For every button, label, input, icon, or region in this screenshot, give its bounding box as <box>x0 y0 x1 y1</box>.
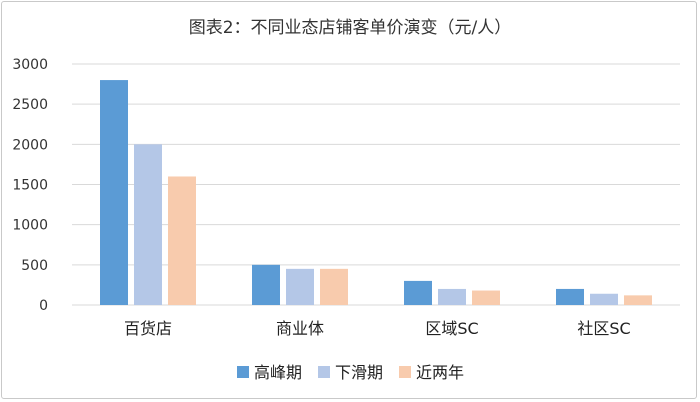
legend-label: 近两年 <box>416 363 464 382</box>
bar <box>320 268 348 305</box>
y-tick-label: 1000 <box>12 218 48 234</box>
y-tick-label: 3000 <box>12 57 48 73</box>
legend-swatch <box>318 366 330 378</box>
legend-label: 高峰期 <box>254 363 302 382</box>
bar <box>624 295 652 305</box>
bars <box>100 80 652 305</box>
x-tick-label: 商业体 <box>276 319 324 338</box>
legend-label: 下滑期 <box>335 363 383 382</box>
bar <box>252 264 280 305</box>
bar <box>556 288 584 305</box>
x-tick-label: 百货店 <box>124 319 172 338</box>
y-tick-label: 1500 <box>12 178 48 194</box>
bar <box>168 176 196 305</box>
y-tick-label: 0 <box>39 298 48 314</box>
bar <box>472 290 500 305</box>
x-tick-label: 社区SC <box>577 319 630 338</box>
chart-title: 图表2：不同业态店铺客单价演变（元/人） <box>189 18 512 38</box>
x-tick-label: 区域SC <box>425 319 478 338</box>
bar <box>590 293 618 305</box>
bar <box>134 144 162 305</box>
legend-swatch <box>237 366 249 378</box>
legend: 高峰期 下滑期 近两年 <box>237 363 464 382</box>
grid-lines <box>72 63 680 306</box>
legend-swatch <box>399 366 411 378</box>
y-axis: 0 500 1000 1500 2000 2500 3000 <box>12 57 48 314</box>
bar <box>286 268 314 305</box>
bar <box>438 288 466 305</box>
y-tick-label: 2500 <box>12 97 48 113</box>
bar <box>404 280 432 305</box>
y-tick-label: 500 <box>21 258 48 274</box>
x-axis: 百货店 商业体 区域SC 社区SC <box>124 319 631 338</box>
y-tick-label: 2000 <box>12 137 48 153</box>
bar <box>100 80 128 305</box>
